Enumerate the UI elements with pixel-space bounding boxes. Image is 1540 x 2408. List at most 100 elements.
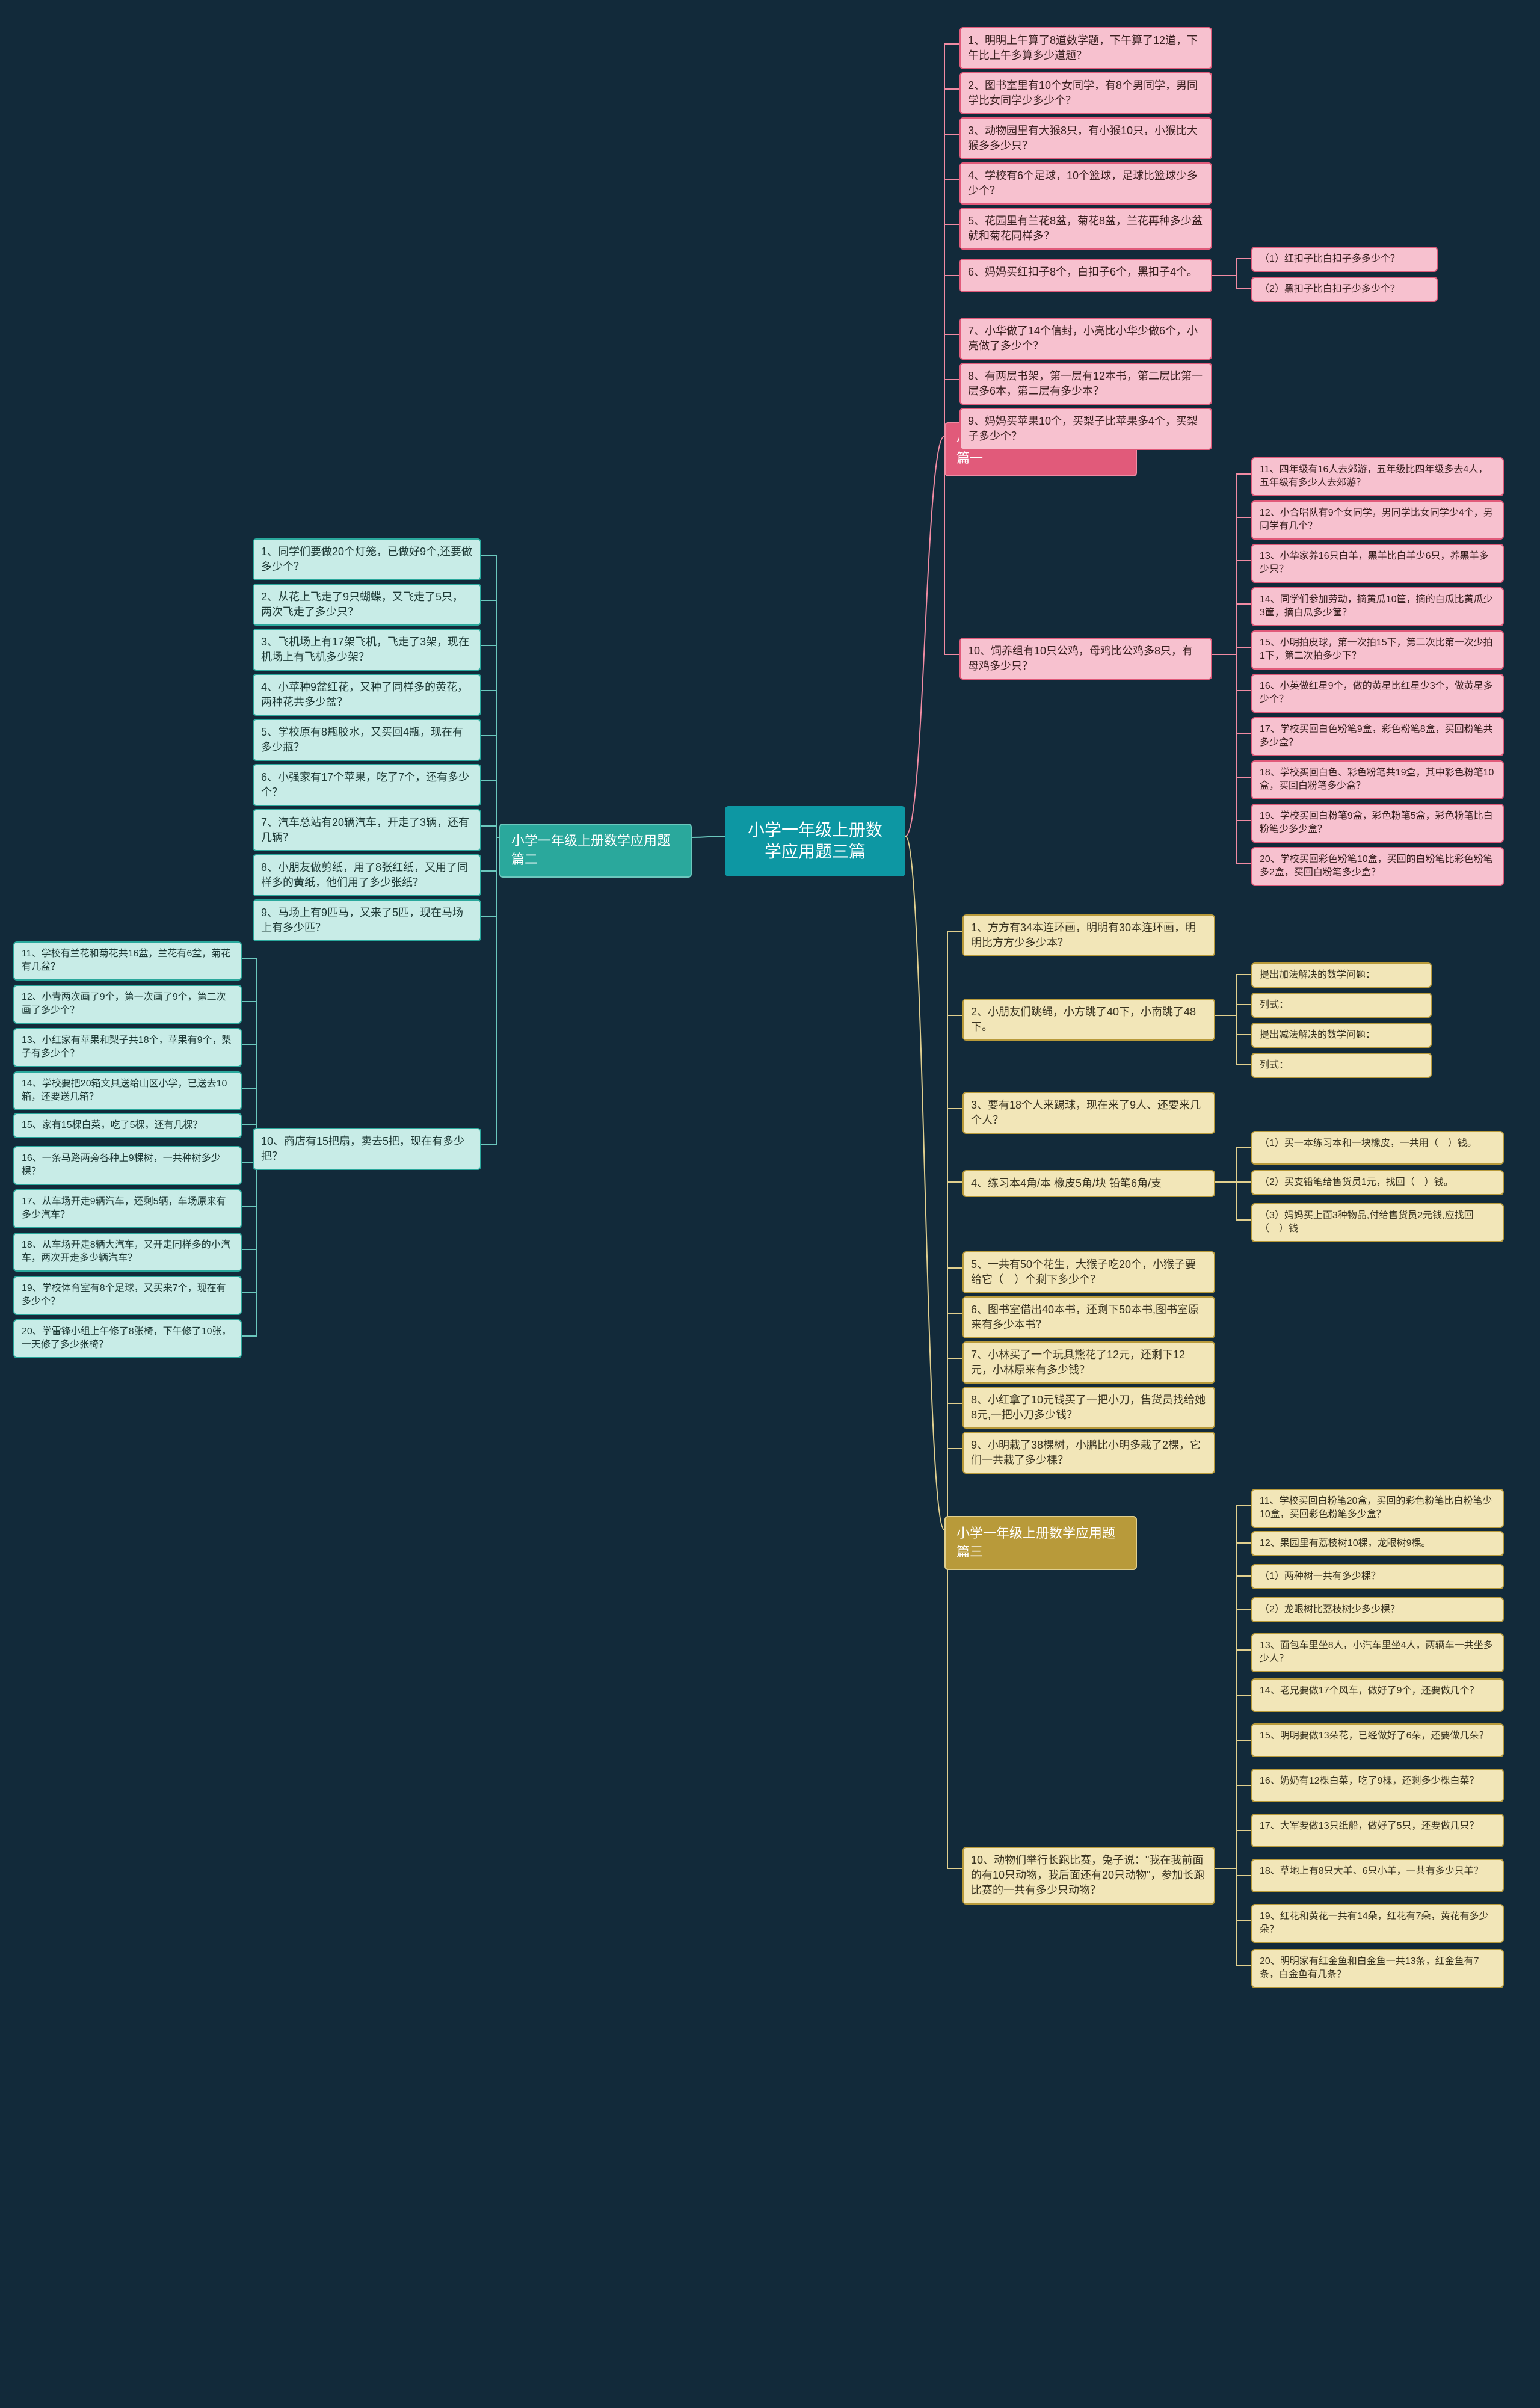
b1c6a-label: （1）红扣子比白扣子多多少个？ <box>1260 254 1400 264</box>
b1c7: 7、小华做了14个信封，小亮比小华少做6个，小亮做了多少个？ <box>959 318 1212 360</box>
b1c4-label: 4、学校有6个足球，10个篮球，足球比篮球少多少个？ <box>968 170 1198 197</box>
b3c10d-label: （2）龙眼树比荔枝树少多少棵？ <box>1260 1604 1400 1615</box>
b3c10k-label: 19、红花和黄花一共有14朵，红花有7朵，黄花有多少朵？ <box>1260 1911 1489 1935</box>
b1c10a: 11、四年级有16人去郊游，五年级比四年级多去4人，五年级有多少人去郊游？ <box>1251 457 1504 496</box>
b1c6: 6、妈妈买红扣子8个，白扣子6个，黑扣子4个。 <box>959 259 1212 292</box>
b3c9-label: 9、小明栽了38棵树，小鹏比小明多栽了2棵，它们一共栽了多少棵？ <box>971 1439 1201 1466</box>
b1c1-label: 1、明明上午算了8道数学题，下午算了12道，下午比上午多算多少道题？ <box>968 34 1198 61</box>
b2-label: 小学一年级上册数学应用题篇二 <box>511 833 670 867</box>
b2c10f: 16、一条马路两旁各种上9棵树，一共种树多少棵？ <box>13 1146 242 1185</box>
b3c4c: （3）妈妈买上面3种物品,付给售货员2元钱,应找回（ ）钱 <box>1251 1203 1504 1242</box>
b2: 小学一年级上册数学应用题篇二 <box>499 824 692 878</box>
b2c10e: 15、家有15棵白菜，吃了5棵，还有几棵？ <box>13 1113 242 1138</box>
b1c9: 9、妈妈买苹果10个，买梨子比苹果多4个，买梨子多少个？ <box>959 408 1212 450</box>
b2c10d-label: 14、学校要把20箱文具送给山区小学，已送去10箱，还要送几箱？ <box>22 1079 227 1102</box>
b1c10g: 17、学校买回白色粉笔9盒，彩色粉笔8盒，买回粉笔共多少盒？ <box>1251 717 1504 756</box>
b3c10j: 18、草地上有8只大羊、6只小羊，一共有多少只羊？ <box>1251 1859 1504 1892</box>
b3c10-label: 10、动物们举行长跑比赛，兔子说："我在我前面的有10只动物，我后面还有20只动… <box>971 1854 1204 1896</box>
b1c6b: （2）黑扣子比白扣子少多少个？ <box>1251 277 1438 302</box>
b2c4: 4、小苹种9盆红花，又种了同样多的黄花，两种花共多少盆？ <box>253 674 481 716</box>
b3c10l: 20、明明家有红金鱼和白金鱼一共13条，红金鱼有7条，白金鱼有几条？ <box>1251 1949 1504 1988</box>
b1c5-label: 5、花园里有兰花8盆，菊花8盆，兰花再种多少盆就和菊花同样多？ <box>968 215 1203 242</box>
b3c1-label: 1、方方有34本连环画，明明有30本连环画，明明比方方少多少本？ <box>971 922 1196 949</box>
b3c10a: 11、学校买回白粉笔20盒，买回的彩色粉笔比白粉笔少10盒，买回彩色粉笔多少盒？ <box>1251 1489 1504 1528</box>
b3c2-label: 2、小朋友们跳绳，小方跳了40下，小南跳了48下。 <box>971 1006 1196 1033</box>
b3c10b: 12、果园里有荔枝树10棵，龙眼树9棵。 <box>1251 1531 1504 1556</box>
b1c2-label: 2、图书室里有10个女同学，有8个男同学，男同学比女同学少多少个？ <box>968 79 1198 106</box>
b2c9-label: 9、马场上有9匹马，又来了5匹，现在马场上有多少匹？ <box>261 907 463 934</box>
b1c10e-label: 15、小明拍皮球，第一次拍15下，第二次比第一次少拍1下，第二次拍多少下？ <box>1260 638 1493 661</box>
b2c10a-label: 11、学校有兰花和菊花共16盆，兰花有6盆，菊花有几盆？ <box>22 949 230 972</box>
b1c5: 5、花园里有兰花8盆，菊花8盆，兰花再种多少盆就和菊花同样多？ <box>959 208 1212 250</box>
b2c10d: 14、学校要把20箱文具送给山区小学，已送去10箱，还要送几箱？ <box>13 1071 242 1110</box>
b2c6: 6、小强家有17个苹果，吃了7个，还有多少个？ <box>253 764 481 806</box>
b1c10i-label: 19、学校买回白粉笔9盒，彩色粉笔5盒，彩色粉笔比白粉笔少多少盒？ <box>1260 811 1493 834</box>
b1c10f-label: 16、小英做红星9个，做的黄星比红星少3个，做黄星多少个？ <box>1260 681 1493 704</box>
b2c10h-label: 18、从车场开走8辆大汽车，又开走同样多的小汽车，两次开走多少辆汽车？ <box>22 1240 230 1263</box>
b3c10c-label: （1）两种树一共有多少棵？ <box>1260 1571 1381 1581</box>
b2c10e-label: 15、家有15棵白菜，吃了5棵，还有几棵？ <box>22 1120 203 1130</box>
b3c10i-label: 17、大军要做13只纸船，做好了5只，还要做几只？ <box>1260 1821 1479 1831</box>
b2c4-label: 4、小苹种9盆红花，又种了同样多的黄花，两种花共多少盆？ <box>261 681 468 708</box>
b3c2d-label: 列式： <box>1260 1060 1289 1070</box>
b3c2a: 提出加法解决的数学问题： <box>1251 962 1432 988</box>
b1c10d: 14、同学们参加劳动，摘黄瓜10筐，摘的白瓜比黄瓜少3筐，摘白瓜多少筐？ <box>1251 587 1504 626</box>
b3c2a-label: 提出加法解决的数学问题： <box>1260 970 1375 980</box>
b3c2b-label: 列式： <box>1260 1000 1289 1010</box>
b3c10h-label: 16、奶奶有12棵白菜，吃了9棵，还剩多少棵白菜？ <box>1260 1776 1479 1786</box>
b1c10f: 16、小英做红星9个，做的黄星比红星少3个，做黄星多少个？ <box>1251 674 1504 713</box>
b3-label: 小学一年级上册数学应用题篇三 <box>956 1526 1115 1559</box>
b2c10i-label: 19、学校体育室有8个足球，又买来7个，现在有多少个？ <box>22 1283 226 1307</box>
b3c7-label: 7、小林买了一个玩具熊花了12元，还剩下12元，小林原来有多少钱？ <box>971 1349 1185 1376</box>
root-label: 小学一年级上册数学应用题三篇 <box>748 821 882 861</box>
b3c4b: （2）买支铅笔给售货员1元，找回（ ）钱。 <box>1251 1170 1504 1195</box>
b3c4: 4、练习本4角/本 橡皮5角/块 铅笔6角/支 <box>962 1170 1215 1197</box>
b1c10j-label: 20、学校买回彩色粉笔10盒，买回的白粉笔比彩色粉笔多2盒，买回白粉笔多少盒？ <box>1260 854 1493 878</box>
b2c10j-label: 20、学雷锋小组上午修了8张椅，下午修了10张，一天修了多少张椅？ <box>22 1326 232 1350</box>
b1c10i: 19、学校买回白粉笔9盒，彩色粉笔5盒，彩色粉笔比白粉笔少多少盒？ <box>1251 804 1504 843</box>
b1c10: 10、饲养组有10只公鸡，母鸡比公鸡多8只，有母鸡多少只？ <box>959 638 1212 680</box>
b2c10j: 20、学雷锋小组上午修了8张椅，下午修了10张，一天修了多少张椅？ <box>13 1319 242 1358</box>
b2c2: 2、从花上飞走了9只蝴蝶，又飞走了5只，两次飞走了多少只？ <box>253 584 481 626</box>
b1c10b-label: 12、小合唱队有9个女同学，男同学比女同学少4个，男同学有几个？ <box>1260 508 1493 531</box>
b2c9: 9、马场上有9匹马，又来了5匹，现在马场上有多少匹？ <box>253 899 481 941</box>
b3c10l-label: 20、明明家有红金鱼和白金鱼一共13条，红金鱼有7条，白金鱼有几条？ <box>1260 1956 1479 1980</box>
b2c10c-label: 13、小红家有苹果和梨子共18个，苹果有9个，梨子有多少个？ <box>22 1035 232 1059</box>
b2c6-label: 6、小强家有17个苹果，吃了7个，还有多少个？ <box>261 771 469 798</box>
b3c10d: （2）龙眼树比荔枝树少多少棵？ <box>1251 1597 1504 1622</box>
b1c4: 4、学校有6个足球，10个篮球，足球比篮球少多少个？ <box>959 162 1212 205</box>
b2c3: 3、飞机场上有17架飞机，飞走了3架，现在机场上有飞机多少架？ <box>253 629 481 671</box>
b3c10g: 15、明明要做13朵花，已经做好了6朵，还要做几朵？ <box>1251 1723 1504 1757</box>
b1c8-label: 8、有两层书架，第一层有12本书，第二层比第一层多6本，第二层有多少本？ <box>968 370 1203 397</box>
b1c6a: （1）红扣子比白扣子多多少个？ <box>1251 247 1438 272</box>
b1c10c-label: 13、小华家养16只白羊，黑羊比白羊少6只，养黑羊多少只？ <box>1260 551 1489 574</box>
b1c8: 8、有两层书架，第一层有12本书，第二层比第一层多6本，第二层有多少本？ <box>959 363 1212 405</box>
b1c2: 2、图书室里有10个女同学，有8个男同学，男同学比女同学少多少个？ <box>959 72 1212 114</box>
b3c4a-label: （1）买一本练习本和一块橡皮，一共用（ ）钱。 <box>1260 1138 1477 1148</box>
b3c2c-label: 提出减法解决的数学问题： <box>1260 1030 1375 1040</box>
b2c10-label: 10、商店有15把扇，卖去5把，现在有多少把？ <box>261 1135 464 1162</box>
b3c4c-label: （3）妈妈买上面3种物品,付给售货员2元钱,应找回（ ）钱 <box>1260 1210 1474 1234</box>
b3c5-label: 5、一共有50个花生，大猴子吃20个，小猴子要给它（ ）个剩下多少个？ <box>971 1258 1196 1286</box>
b3c1: 1、方方有34本连环画，明明有30本连环画，明明比方方少多少本？ <box>962 914 1215 956</box>
b3c10e-label: 13、面包车里坐8人，小汽车里坐4人，两辆车一共坐多少人？ <box>1260 1640 1493 1664</box>
b1c9-label: 9、妈妈买苹果10个，买梨子比苹果多4个，买梨子多少个？ <box>968 415 1198 442</box>
b2c10g: 17、从车场开走9辆汽车，还剩5辆，车场原来有多少汽车？ <box>13 1189 242 1228</box>
b1c10j: 20、学校买回彩色粉笔10盒，买回的白粉笔比彩色粉笔多2盒，买回白粉笔多少盒？ <box>1251 847 1504 886</box>
b3c10: 10、动物们举行长跑比赛，兔子说："我在我前面的有10只动物，我后面还有20只动… <box>962 1847 1215 1905</box>
b2c10a: 11、学校有兰花和菊花共16盆，兰花有6盆，菊花有几盆？ <box>13 941 242 981</box>
b2c10: 10、商店有15把扇，卖去5把，现在有多少把？ <box>253 1128 481 1170</box>
b1c10c: 13、小华家养16只白羊，黑羊比白羊少6只，养黑羊多少只？ <box>1251 544 1504 583</box>
b1c10g-label: 17、学校买回白色粉笔9盒，彩色粉笔8盒，买回粉笔共多少盒？ <box>1260 724 1493 748</box>
b2c10i: 19、学校体育室有8个足球，又买来7个，现在有多少个？ <box>13 1276 242 1315</box>
b2c2-label: 2、从花上飞走了9只蝴蝶，又飞走了5只，两次飞走了多少只？ <box>261 591 463 618</box>
b2c8-label: 8、小朋友做剪纸，用了8张红纸，又用了同样多的黄纸，他们用了多少张纸？ <box>261 861 468 888</box>
b3: 小学一年级上册数学应用题篇三 <box>944 1516 1137 1570</box>
b3c10f-label: 14、老兄要做17个风车，做好了9个，还要做几个？ <box>1260 1686 1479 1696</box>
b3c4b-label: （2）买支铅笔给售货员1元，找回（ ）钱。 <box>1260 1177 1453 1187</box>
b1c1: 1、明明上午算了8道数学题，下午算了12道，下午比上午多算多少道题？ <box>959 27 1212 69</box>
b3c6-label: 6、图书室借出40本书，还剩下50本书,图书室原来有多少本书？ <box>971 1304 1199 1331</box>
b2c5: 5、学校原有8瓶胶水，又买回4瓶，现在有多少瓶？ <box>253 719 481 761</box>
b3c10a-label: 11、学校买回白粉笔20盒，买回的彩色粉笔比白粉笔少10盒，买回彩色粉笔多少盒？ <box>1260 1496 1492 1520</box>
b1c10h: 18、学校买回白色、彩色粉笔共19盒，其中彩色粉笔10盒，买回白粉笔多少盒？ <box>1251 760 1504 799</box>
